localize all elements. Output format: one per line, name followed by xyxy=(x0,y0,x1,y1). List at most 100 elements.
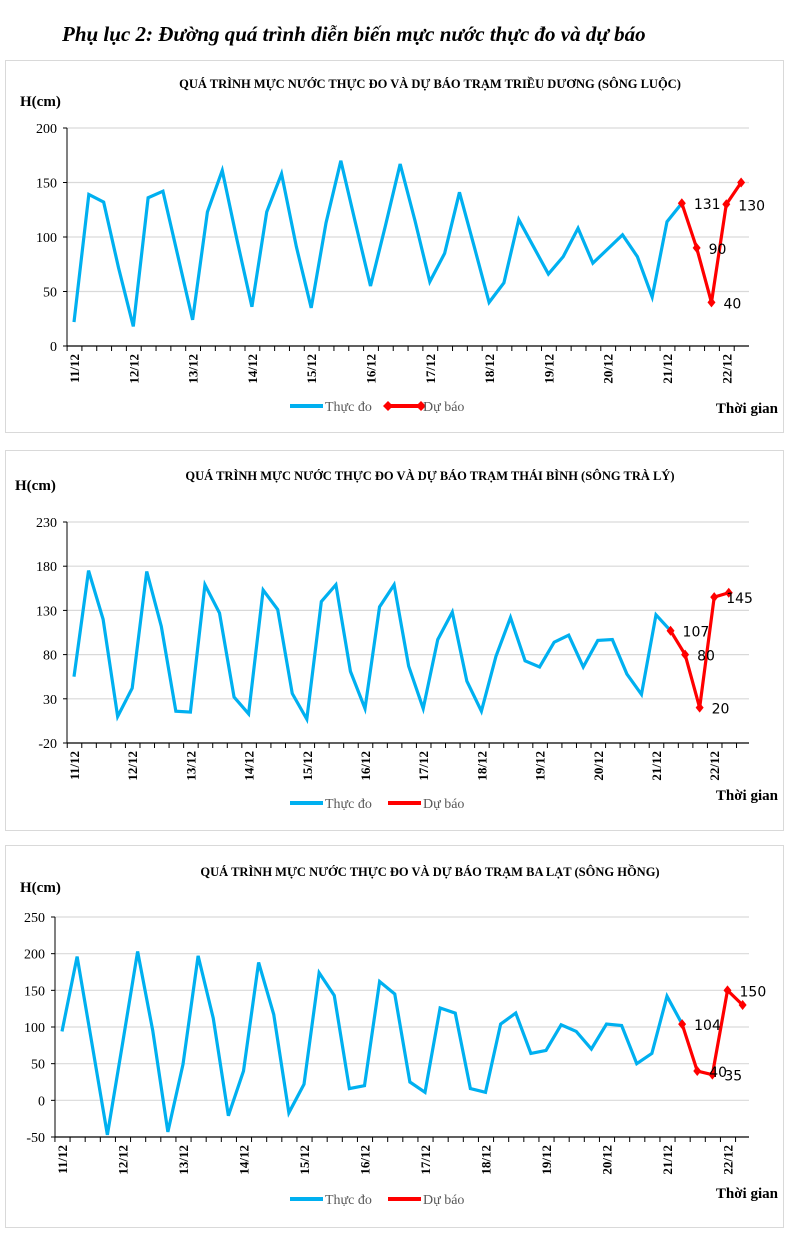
series-line-observed xyxy=(72,570,672,725)
y-tick-label: 0 xyxy=(38,1094,45,1109)
x-tick-label: 17/12 xyxy=(416,751,431,781)
chart-title: QUÁ TRÌNH MỰC NƯỚC THỰC ĐO VÀ DỰ BÁO TRẠ… xyxy=(200,864,659,879)
y-tick-label: 130 xyxy=(36,604,57,619)
series-line-observed xyxy=(60,951,684,1136)
x-tick-label: 19/12 xyxy=(539,1145,554,1175)
legend-label-forecast: Dự báo xyxy=(423,400,464,415)
forecast-point-marker xyxy=(678,1019,687,1030)
y-tick-label: 250 xyxy=(24,911,45,926)
y-axis-label: H(cm) xyxy=(15,478,56,494)
forecast-point-marker xyxy=(724,587,733,598)
x-axis-label: Thời gian xyxy=(716,401,779,417)
forecast-point-marker xyxy=(723,985,732,996)
data-label: 131 xyxy=(694,197,721,213)
x-tick-label: 16/12 xyxy=(364,354,379,384)
chart-title: QUÁ TRÌNH MỰC NƯỚC THỰC ĐO VÀ DỰ BÁO TRẠ… xyxy=(179,76,681,91)
x-tick-label: 11/12 xyxy=(67,354,82,383)
y-tick-label: -20 xyxy=(38,737,57,752)
forecast-point-marker xyxy=(707,297,716,308)
legend-label-observed: Thực đo xyxy=(325,400,372,415)
forecast-point-marker xyxy=(738,1000,747,1010)
y-axis-label: H(cm) xyxy=(20,880,61,896)
x-tick-label: 11/12 xyxy=(55,1145,70,1174)
data-label: 90 xyxy=(709,242,727,258)
y-tick-label: -50 xyxy=(26,1131,45,1146)
forecast-point-marker xyxy=(681,649,690,660)
y-tick-label: 150 xyxy=(24,984,45,999)
x-tick-label: 17/12 xyxy=(423,354,438,384)
y-tick-label: 0 xyxy=(50,340,57,355)
x-tick-label: 11/12 xyxy=(67,751,82,780)
x-tick-label: 15/12 xyxy=(297,1145,312,1175)
x-tick-label: 12/12 xyxy=(125,751,140,781)
chart-title: QUÁ TRÌNH MỰC NƯỚC THỰC ĐO VÀ DỰ BÁO TRẠ… xyxy=(185,469,674,483)
forecast-point-marker xyxy=(737,177,746,188)
x-axis-label: Thời gian xyxy=(716,1186,779,1202)
x-tick-label: 14/12 xyxy=(237,1145,252,1175)
data-label: 20 xyxy=(712,702,730,718)
data-label: 107 xyxy=(683,625,710,641)
data-label: 130 xyxy=(738,198,765,214)
legend-marker-forecast xyxy=(383,401,393,411)
y-axis-label: H(cm) xyxy=(20,94,61,110)
y-tick-label: 180 xyxy=(36,560,57,575)
chart-panel-1: QUÁ TRÌNH MỰC NƯỚC THỰC ĐO VÀ DỰ BÁO TRẠ… xyxy=(5,60,784,433)
data-label: 145 xyxy=(726,591,753,607)
x-axis-label: Thời gian xyxy=(716,788,779,804)
x-tick-label: 21/12 xyxy=(660,354,675,384)
forecast-point-marker xyxy=(692,242,701,253)
y-tick-label: 200 xyxy=(36,122,57,137)
series-line-observed xyxy=(72,160,684,327)
y-tick-label: 150 xyxy=(36,177,57,192)
forecast-point-marker xyxy=(708,1069,717,1080)
y-tick-label: 30 xyxy=(43,693,57,708)
data-label: 40 xyxy=(709,1065,727,1081)
y-tick-label: 230 xyxy=(36,516,57,531)
x-tick-label: 18/12 xyxy=(482,354,497,384)
x-tick-label: 20/12 xyxy=(601,354,616,384)
chart-panel-3: QUÁ TRÌNH MỰC NƯỚC THỰC ĐO VÀ DỰ BÁO TRẠ… xyxy=(5,845,784,1228)
x-tick-label: 14/12 xyxy=(242,751,257,781)
x-tick-label: 13/12 xyxy=(176,1145,191,1175)
x-tick-label: 19/12 xyxy=(533,751,548,781)
x-tick-label: 22/12 xyxy=(719,354,734,384)
y-tick-label: 200 xyxy=(24,948,45,963)
x-tick-label: 12/12 xyxy=(126,354,141,384)
x-tick-label: 19/12 xyxy=(541,354,556,384)
y-tick-label: 50 xyxy=(31,1058,45,1073)
x-tick-label: 22/12 xyxy=(721,1145,736,1175)
data-label: 35 xyxy=(724,1069,742,1085)
data-label: 150 xyxy=(740,984,767,1000)
x-tick-label: 15/12 xyxy=(300,751,315,781)
x-tick-label: 21/12 xyxy=(660,1145,675,1175)
x-tick-label: 20/12 xyxy=(591,751,606,781)
y-tick-label: 100 xyxy=(24,1021,45,1036)
chart-frame xyxy=(5,60,784,433)
x-tick-label: 12/12 xyxy=(116,1145,131,1175)
y-tick-label: 50 xyxy=(43,286,57,301)
y-tick-label: 80 xyxy=(43,649,57,664)
x-tick-label: 18/12 xyxy=(474,751,489,781)
x-tick-label: 16/12 xyxy=(358,1145,373,1175)
legend-marker-forecast xyxy=(416,401,426,411)
forecast-point-marker xyxy=(695,702,704,713)
forecast-point-marker xyxy=(693,1066,702,1076)
x-tick-label: 14/12 xyxy=(245,354,260,384)
chart-frame xyxy=(5,450,784,831)
legend-label-forecast: Dự báo xyxy=(423,1193,464,1208)
forecast-point-marker xyxy=(722,199,731,210)
x-tick-label: 21/12 xyxy=(649,751,664,781)
chart-panel-2: QUÁ TRÌNH MỰC NƯỚC THỰC ĐO VÀ DỰ BÁO TRẠ… xyxy=(5,450,784,831)
legend-label-observed: Thực đo xyxy=(325,797,372,812)
x-tick-label: 15/12 xyxy=(304,354,319,384)
x-tick-label: 16/12 xyxy=(358,751,373,781)
legend-label-forecast: Dự báo xyxy=(423,797,464,812)
appendix-heading: Phụ lục 2: Đường quá trình diễn biến mực… xyxy=(62,22,646,46)
x-tick-label: 13/12 xyxy=(183,751,198,781)
forecast-point-marker xyxy=(666,625,675,636)
forecast-point-marker xyxy=(677,198,686,209)
x-tick-label: 17/12 xyxy=(418,1145,433,1175)
forecast-point-marker xyxy=(710,592,719,603)
data-label: 40 xyxy=(723,296,741,312)
